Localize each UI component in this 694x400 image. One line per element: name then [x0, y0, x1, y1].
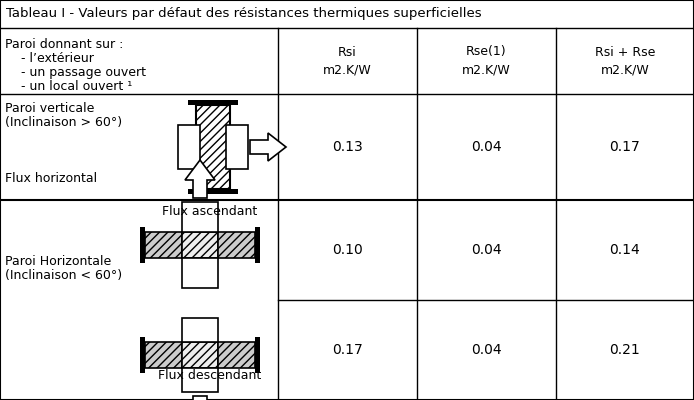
- Text: (Inclinaison > 60°): (Inclinaison > 60°): [5, 116, 122, 129]
- Bar: [196, 105, 230, 189]
- Bar: [140, 337, 145, 373]
- Bar: [255, 227, 260, 263]
- Bar: [182, 232, 219, 258]
- Bar: [226, 125, 248, 169]
- Text: Flux descendant: Flux descendant: [158, 369, 262, 382]
- Bar: [140, 227, 145, 263]
- Text: 0.21: 0.21: [609, 343, 641, 357]
- Bar: [188, 100, 238, 105]
- Text: Rsi: Rsi: [338, 46, 357, 58]
- Bar: [188, 189, 238, 194]
- Bar: [182, 202, 218, 232]
- Bar: [178, 125, 200, 169]
- Text: Rse(1): Rse(1): [466, 46, 507, 58]
- Text: - un local ouvert ¹: - un local ouvert ¹: [5, 80, 133, 93]
- Bar: [219, 232, 255, 258]
- Bar: [182, 258, 218, 288]
- Text: m2.K/W: m2.K/W: [462, 64, 511, 76]
- Text: 0.13: 0.13: [332, 140, 363, 154]
- Bar: [255, 337, 260, 373]
- Text: - l’extérieur: - l’extérieur: [5, 52, 94, 65]
- Text: 0.10: 0.10: [332, 243, 363, 257]
- Bar: [182, 342, 219, 368]
- Text: 0.04: 0.04: [471, 243, 502, 257]
- Text: 0.17: 0.17: [609, 140, 641, 154]
- Polygon shape: [185, 396, 215, 400]
- Bar: [182, 368, 218, 392]
- Text: 0.14: 0.14: [609, 243, 641, 257]
- Text: Paroi Horizontale: Paroi Horizontale: [5, 255, 111, 268]
- Text: Paroi verticale: Paroi verticale: [5, 102, 94, 115]
- Text: (Inclinaison < 60°): (Inclinaison < 60°): [5, 269, 122, 282]
- Text: - un passage ouvert: - un passage ouvert: [5, 66, 146, 79]
- Text: 0.17: 0.17: [332, 343, 363, 357]
- Text: Tableau I - Valeurs par défaut des résistances thermiques superficielles: Tableau I - Valeurs par défaut des résis…: [6, 8, 482, 20]
- Polygon shape: [250, 133, 286, 161]
- Text: 0.04: 0.04: [471, 140, 502, 154]
- Bar: [145, 232, 182, 258]
- Text: Flux ascendant: Flux ascendant: [162, 205, 257, 218]
- Text: Rsi + Rse: Rsi + Rse: [595, 46, 655, 58]
- Text: Flux horizontal: Flux horizontal: [5, 172, 97, 185]
- Bar: [145, 342, 182, 368]
- Bar: [219, 342, 255, 368]
- Bar: [182, 318, 218, 342]
- Text: Paroi donnant sur :: Paroi donnant sur :: [5, 38, 124, 51]
- Text: m2.K/W: m2.K/W: [600, 64, 650, 76]
- Polygon shape: [185, 160, 215, 198]
- Text: m2.K/W: m2.K/W: [323, 64, 372, 76]
- Text: 0.04: 0.04: [471, 343, 502, 357]
